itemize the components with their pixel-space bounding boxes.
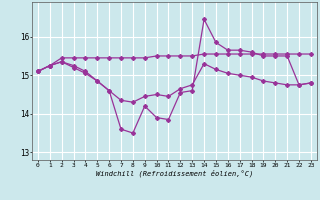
- X-axis label: Windchill (Refroidissement éolien,°C): Windchill (Refroidissement éolien,°C): [96, 169, 253, 177]
